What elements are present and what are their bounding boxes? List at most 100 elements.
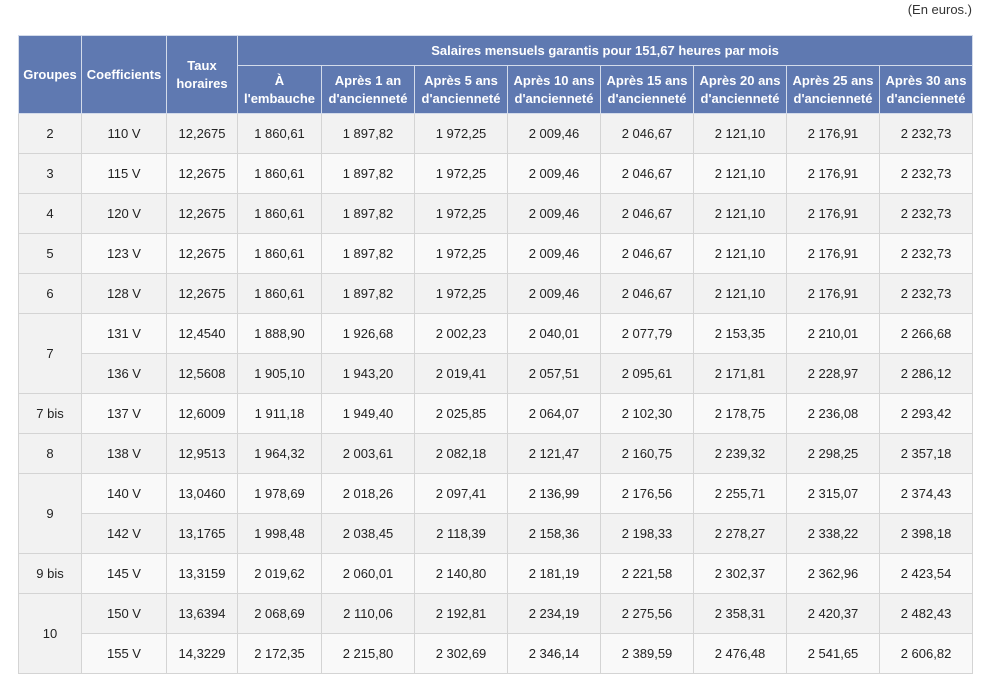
cell-taux-horaire: 12,2675 xyxy=(166,193,238,234)
cell-salaire: 2 176,91 xyxy=(786,233,880,274)
header-taux-horaires: Taux horaires xyxy=(166,35,238,114)
cell-salaire: 1 888,90 xyxy=(237,313,322,354)
cell-salaire: 2 234,19 xyxy=(507,593,601,634)
cell-salaire: 2 476,48 xyxy=(693,633,787,674)
header-period: Après 30 ans d'ancienneté xyxy=(878,65,974,114)
cell-salaire: 1 972,25 xyxy=(414,273,508,314)
cell-groupe: 9 xyxy=(18,473,82,554)
table-row: 10 150 V 13,6394 2 068,69 2 110,06 2 192,81 2 … xyxy=(18,593,974,674)
cell-salaire: 1 972,25 xyxy=(414,153,508,194)
cell-salaire: 1 860,61 xyxy=(237,193,322,234)
cell-salaire: 1 998,48 xyxy=(237,513,322,554)
header-period: Après 25 ans d'ancienneté xyxy=(786,65,880,114)
cell-salaire: 2 275,56 xyxy=(600,593,694,634)
header-period: Après 1 an d'ancienneté xyxy=(321,65,415,114)
cell-salaire: 2 298,25 xyxy=(786,433,880,474)
cell-salaire: 2 420,37 xyxy=(786,593,880,634)
cell-groupe: 3 xyxy=(18,153,82,194)
cell-salaire: 2 255,71 xyxy=(693,473,787,514)
cell-salaire: 2 232,73 xyxy=(878,113,974,154)
cell-salaire: 2 019,62 xyxy=(237,553,322,594)
cell-salaire: 2 082,18 xyxy=(414,433,508,474)
cell-salaire: 2 158,36 xyxy=(507,513,601,554)
header-coefficients: Coefficients xyxy=(81,35,167,114)
cell-salaire: 2 046,67 xyxy=(600,233,694,274)
cell-salaire: 2 398,18 xyxy=(878,513,974,554)
cell-taux-horaire: 12,9513 xyxy=(166,433,238,474)
cell-salaire: 1 978,69 xyxy=(237,473,322,514)
cell-salaire: 2 046,67 xyxy=(600,193,694,234)
cell-salaire: 1 860,61 xyxy=(237,113,322,154)
cell-salaire: 2 121,10 xyxy=(693,193,787,234)
cell-groupe: 7 bis xyxy=(18,393,82,434)
cell-salaire: 2 232,73 xyxy=(878,193,974,234)
cell-salaire: 2 118,39 xyxy=(414,513,508,554)
cell-salaire: 2 302,37 xyxy=(693,553,787,594)
cell-salaire: 2 060,01 xyxy=(321,553,415,594)
cell-salaire: 2 136,99 xyxy=(507,473,601,514)
cell-taux-horaire: 12,2675 xyxy=(166,273,238,314)
cell-salaire: 2 121,10 xyxy=(693,273,787,314)
cell-taux-horaire: 13,0460 xyxy=(166,473,238,514)
cell-salaire: 2 064,07 xyxy=(507,393,601,434)
cell-taux-horaire: 13,6394 xyxy=(166,593,238,634)
cell-groupe: 2 xyxy=(18,113,82,154)
cell-groupe: 4 xyxy=(18,193,82,234)
cell-salaire: 2 278,27 xyxy=(693,513,787,554)
table-row: 9 bis 145 V 13,3159 2 019,62 2 060,01 2 140,8… xyxy=(18,553,974,594)
cell-taux-horaire: 12,6009 xyxy=(166,393,238,434)
cell-salaire: 2 121,47 xyxy=(507,433,601,474)
cell-salaire: 2 423,54 xyxy=(878,553,974,594)
cell-coefficient: 140 V xyxy=(81,473,167,514)
cell-coefficient: 150 V xyxy=(81,593,167,634)
table-row: 8 138 V 12,9513 1 964,32 2 003,61 2 082,18 2 1… xyxy=(18,433,974,474)
cell-taux-horaire: 13,3159 xyxy=(166,553,238,594)
salary-table: Groupes Coefficients Taux horaires Salai… xyxy=(18,35,974,674)
cell-salaire: 1 897,82 xyxy=(321,153,415,194)
cell-salaire: 2 009,46 xyxy=(507,153,601,194)
cell-salaire: 1 943,20 xyxy=(321,353,415,394)
cell-salaire: 2 192,81 xyxy=(414,593,508,634)
cell-salaire: 2 358,31 xyxy=(693,593,787,634)
cell-groupe: 5 xyxy=(18,233,82,274)
cell-salaire: 2 176,91 xyxy=(786,113,880,154)
cell-salaire: 2 046,67 xyxy=(600,113,694,154)
cell-coefficient: 138 V xyxy=(81,433,167,474)
cell-salaire: 2 068,69 xyxy=(237,593,322,634)
table-row: 155 V 14,3229 2 172,35 2 215,80 2 302,69 2 34… xyxy=(19,633,974,674)
table-row: 4 120 V 12,2675 1 860,61 1 897,82 1 972,25 2 0… xyxy=(18,193,974,234)
cell-salaire: 2 221,58 xyxy=(600,553,694,594)
cell-salaire: 2 018,26 xyxy=(321,473,415,514)
cell-salaire: 2 003,61 xyxy=(321,433,415,474)
cell-salaire: 2 095,61 xyxy=(600,353,694,394)
cell-salaire: 2 046,67 xyxy=(600,153,694,194)
cell-salaire: 2 389,59 xyxy=(600,633,694,674)
cell-salaire: 1 897,82 xyxy=(321,193,415,234)
cell-coefficient: 145 V xyxy=(81,553,167,594)
cell-salaire: 2 102,30 xyxy=(600,393,694,434)
cell-salaire: 2 236,08 xyxy=(786,393,880,434)
cell-coefficient: 115 V xyxy=(81,153,167,194)
cell-salaire: 2 176,56 xyxy=(600,473,694,514)
table-row: 5 123 V 12,2675 1 860,61 1 897,82 1 972,25 2 0… xyxy=(18,233,974,274)
cell-salaire: 1 897,82 xyxy=(321,113,415,154)
cell-salaire: 2 315,07 xyxy=(786,473,880,514)
cell-salaire: 1 972,25 xyxy=(414,113,508,154)
cell-salaire: 1 860,61 xyxy=(237,273,322,314)
table-row: 6 128 V 12,2675 1 860,61 1 897,82 1 972,25 2 0… xyxy=(18,273,974,314)
cell-coefficient: 142 V xyxy=(81,513,167,554)
cell-salaire: 2 009,46 xyxy=(507,113,601,154)
cell-salaire: 2 286,12 xyxy=(878,353,974,394)
cell-salaire: 1 972,25 xyxy=(414,193,508,234)
table-row: 3 115 V 12,2675 1 860,61 1 897,82 1 972,25 2 0… xyxy=(18,153,974,194)
cell-groupe: 8 xyxy=(18,433,82,474)
cell-groupe: 9 bis xyxy=(18,553,82,594)
table-row: 7 131 V 12,4540 1 888,90 1 926,68 2 002,23 2 0… xyxy=(18,313,974,394)
cell-salaire: 2 002,23 xyxy=(414,313,508,354)
cell-salaire: 2 077,79 xyxy=(600,313,694,354)
cell-salaire: 2 357,18 xyxy=(878,433,974,474)
cell-salaire: 2 009,46 xyxy=(507,193,601,234)
cell-salaire: 2 338,22 xyxy=(786,513,880,554)
cell-salaire: 2 009,46 xyxy=(507,273,601,314)
header-period: À l'embauche xyxy=(237,65,322,114)
